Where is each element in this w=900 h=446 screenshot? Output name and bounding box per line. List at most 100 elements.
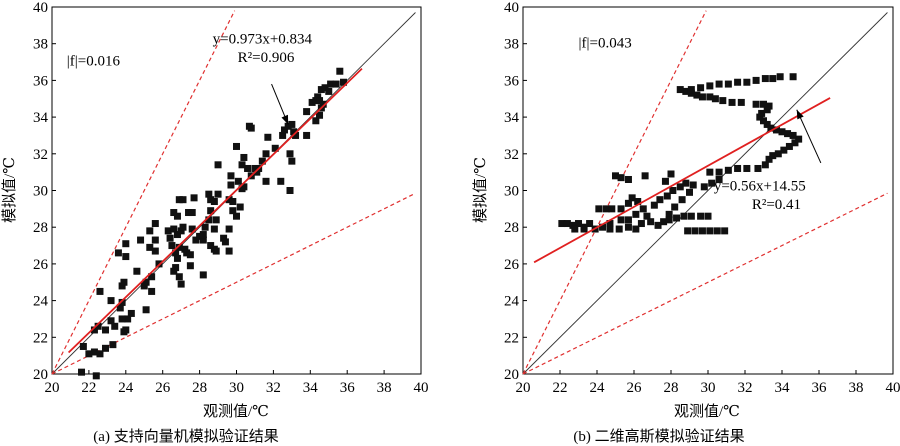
data-point [199,236,207,244]
data-point [177,227,185,235]
data-point [290,128,298,136]
data-point [212,247,220,255]
data-point [312,97,320,105]
data-point [179,223,187,231]
data-point [763,120,771,128]
data-point [277,177,285,185]
data-point [595,205,603,213]
data-point [107,317,115,325]
data-point [682,179,690,187]
data-point [687,86,695,94]
x-tick-label: 40 [886,380,900,396]
data-point [225,196,233,204]
x-axis-label-b: 观测值/℃ [674,403,740,420]
data-point [205,216,213,224]
points-b [533,73,831,264]
data-point [164,227,172,235]
data-point [706,82,714,90]
data-point [760,100,767,108]
data-point [612,172,619,180]
data-point [676,86,684,94]
data-point [632,210,640,218]
data-point [617,174,625,182]
data-point [192,236,200,244]
data-point [724,166,732,174]
y-tick-label: 22 [33,330,48,346]
f-label-b: |f|=0.043 [579,35,632,51]
data-point [170,267,178,275]
data-point [697,212,705,220]
data-point [704,212,712,220]
data-point [319,100,327,108]
data-point [172,249,180,257]
data-point [118,282,126,290]
lower-bound-line [51,192,416,375]
data-point [199,271,207,279]
data-point [173,254,181,262]
data-point [210,198,218,206]
upper-bound-line [522,10,707,375]
data-point [763,106,771,114]
x-tick-label: 20 [516,380,531,396]
data-point [676,183,684,191]
data-point [175,196,183,204]
data-point [312,117,320,125]
data-point [606,225,614,233]
r2-label-b: R²=0.41 [752,197,801,213]
data-point [752,76,760,84]
x-tick-label: 20 [45,380,60,396]
data-point [691,227,699,235]
data-point [212,216,220,224]
data-point [697,84,705,92]
data-point [240,153,248,161]
data-point [286,150,294,158]
data-point [721,227,729,235]
data-point [96,287,104,295]
data-point [571,225,579,233]
data-point [170,225,178,233]
lines-b [522,10,888,375]
y-tick-label: 30 [33,184,48,200]
x-tick-label: 30 [701,380,716,396]
arrow-head [796,109,804,120]
data-point [689,181,697,189]
data-point [190,194,198,202]
data-point [142,306,150,314]
fit-line [533,97,831,264]
data-point [769,152,777,160]
data-point [795,135,803,143]
data-point [617,205,625,213]
data-point [227,172,235,180]
data-point [713,227,721,235]
data-point [288,120,296,128]
data-point [752,100,760,108]
data-point [602,205,610,213]
arrow-head [281,114,289,125]
data-point [637,220,645,228]
data-point [90,326,98,334]
data-point [761,75,769,83]
x-tick-label: 22 [553,380,568,396]
data-point [186,251,194,259]
data-point [708,179,716,187]
y-tick-label: 34 [504,110,520,126]
x-tick-label: 28 [192,380,207,396]
data-point [765,155,773,163]
ticks-b: 20 22 24 26 28 30 32 34 36 38 40 20 22 24 26 28 30 32 34 36… [504,0,900,396]
data-point [240,183,248,191]
data-point [784,130,792,138]
data-point [789,131,797,139]
data-point [207,207,215,215]
data-point [606,220,614,228]
y-tick-label: 20 [33,367,48,383]
data-point [262,150,270,158]
data-point [137,236,145,244]
data-point [133,267,141,275]
data-point [769,75,777,83]
panel-a: 20 22 24 26 28 30 32 34 36 38 40 20 22 24 26 28 30 32 34 36… [1,0,429,445]
data-point [615,225,623,233]
data-point [680,212,688,220]
caption-a: (a) 支持向量机模拟验证结果 [93,428,278,445]
data-point [693,91,701,99]
data-point [643,212,651,220]
